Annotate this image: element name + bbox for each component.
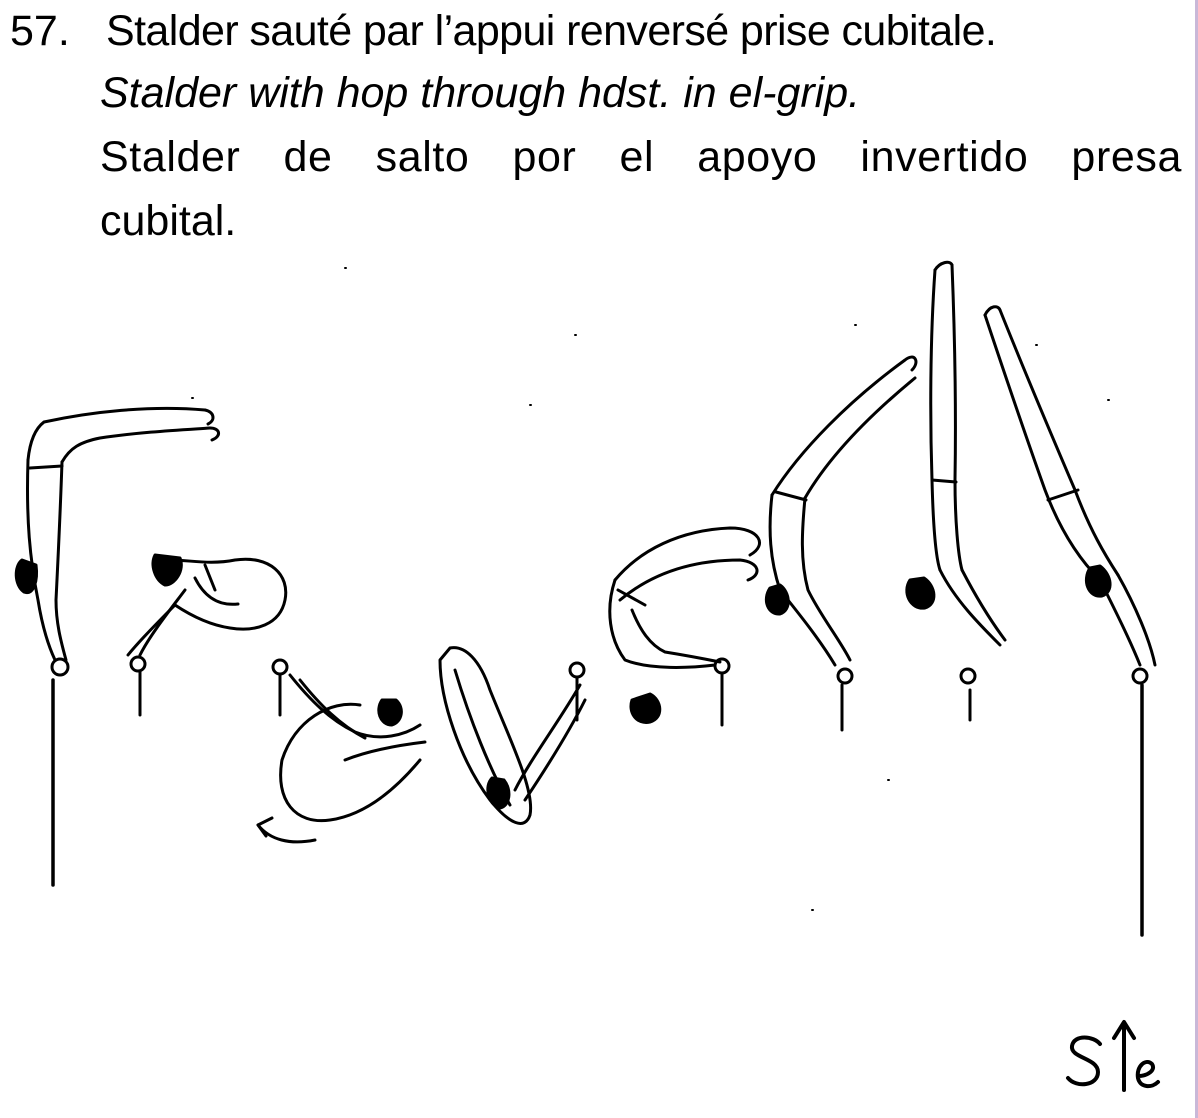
- title-french: Stalder sauté par l’appui renversé prise…: [106, 7, 997, 55]
- gymnast-frame-6: [764, 355, 918, 732]
- gymnast-frame-4: [438, 646, 587, 825]
- gymnast-frame-5: [608, 526, 761, 727]
- gymnast-frame-3: [256, 658, 427, 844]
- title-spanish: Stalder de salto por el apoyo invertido …: [100, 133, 1182, 181]
- title-spanish-continued: cubital.: [100, 197, 237, 245]
- gymnast-frame-1: [14, 406, 220, 887]
- page-border: [1195, 0, 1198, 1118]
- stalder-hop-symbol-icon: [1066, 1020, 1160, 1092]
- title-english: Stalder with hop through hdst. in el-gri…: [100, 69, 861, 117]
- element-number: 57.: [10, 7, 70, 55]
- gymnast-frame-7: [905, 260, 1007, 722]
- gymnast-frame-8: [983, 305, 1157, 937]
- gymnast-frame-2: [126, 553, 288, 717]
